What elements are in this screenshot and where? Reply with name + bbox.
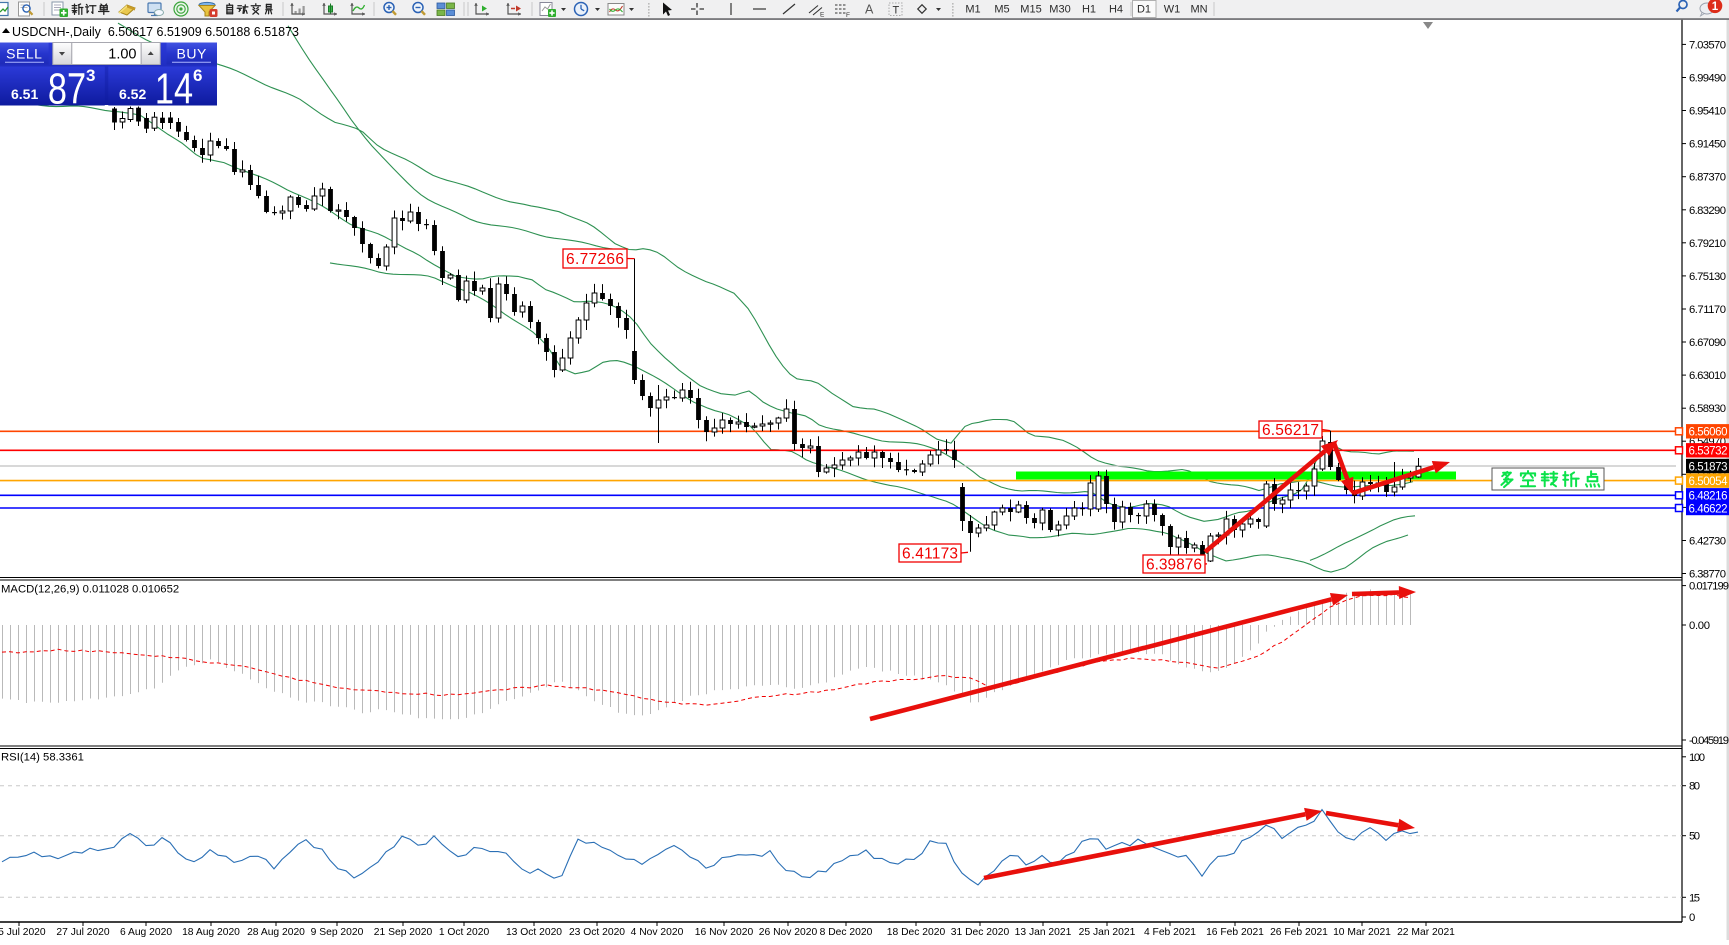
svg-text:6.50054: 6.50054 <box>1689 476 1729 488</box>
svg-text:6.58930: 6.58930 <box>1689 403 1726 415</box>
svg-text:6: 6 <box>193 66 202 85</box>
svg-text:6.46622: 6.46622 <box>1689 503 1728 515</box>
svg-text:6.42730: 6.42730 <box>1689 536 1726 548</box>
svg-text:1 Oct 2020: 1 Oct 2020 <box>439 927 490 938</box>
svg-text:6.56217: 6.56217 <box>1262 422 1319 439</box>
svg-text:18 Dec 2020: 18 Dec 2020 <box>887 927 946 938</box>
svg-text:28 Aug 2020: 28 Aug 2020 <box>247 927 305 938</box>
svg-text:M30: M30 <box>1049 4 1070 16</box>
svg-text:13 Jan 2021: 13 Jan 2021 <box>1015 927 1072 938</box>
svg-text:80: 80 <box>1689 781 1700 793</box>
svg-text:6.91450: 6.91450 <box>1689 139 1726 151</box>
svg-text:M5: M5 <box>994 4 1009 16</box>
svg-text:6.63010: 6.63010 <box>1689 370 1726 382</box>
svg-text:8 Dec 2020: 8 Dec 2020 <box>820 927 873 938</box>
svg-text:6.51: 6.51 <box>11 86 38 102</box>
svg-text:H1: H1 <box>1082 4 1096 16</box>
svg-text:6.56060: 6.56060 <box>1689 427 1728 439</box>
svg-text:0.017199: 0.017199 <box>1689 581 1729 593</box>
svg-text:87: 87 <box>48 64 86 113</box>
svg-text:6.77266: 6.77266 <box>566 251 624 268</box>
svg-text:15 Jul 2020: 15 Jul 2020 <box>0 927 46 938</box>
svg-text:D1: D1 <box>1137 4 1151 16</box>
svg-text:4 Feb 2021: 4 Feb 2021 <box>1144 927 1196 938</box>
svg-text:6.41173: 6.41173 <box>902 546 958 563</box>
svg-text:F: F <box>846 12 850 19</box>
svg-text:25 Jan 2021: 25 Jan 2021 <box>1079 927 1136 938</box>
svg-text:6.39876: 6.39876 <box>1146 557 1202 574</box>
svg-text:-0.045919: -0.045919 <box>1689 735 1729 747</box>
svg-text:6.71170: 6.71170 <box>1689 304 1726 316</box>
svg-text:6.99490: 6.99490 <box>1689 73 1726 85</box>
svg-text:26 Nov 2020: 26 Nov 2020 <box>759 927 818 938</box>
svg-text:M15: M15 <box>1020 4 1041 16</box>
svg-text:H4: H4 <box>1109 4 1123 16</box>
svg-text:26 Feb 2021: 26 Feb 2021 <box>1270 927 1328 938</box>
svg-text:W1: W1 <box>1164 4 1181 16</box>
svg-text:6.53732: 6.53732 <box>1689 446 1728 458</box>
svg-text:MACD(12,26,9) 0.011028 0.01065: MACD(12,26,9) 0.011028 0.010652 <box>1 584 179 596</box>
svg-text:A: A <box>865 3 874 17</box>
svg-text:23 Oct 2020: 23 Oct 2020 <box>569 927 625 938</box>
svg-text:15: 15 <box>1689 892 1700 904</box>
svg-text:50: 50 <box>1689 831 1700 843</box>
svg-text:16 Feb 2021: 16 Feb 2021 <box>1206 927 1264 938</box>
svg-text:7.03570: 7.03570 <box>1689 39 1726 51</box>
svg-text:6.38770: 6.38770 <box>1689 569 1726 581</box>
svg-text:3: 3 <box>86 66 95 85</box>
svg-text:M1: M1 <box>965 4 980 16</box>
svg-text:0: 0 <box>1689 912 1695 924</box>
svg-text:16 Nov 2020: 16 Nov 2020 <box>695 927 754 938</box>
svg-text:100: 100 <box>1689 752 1705 764</box>
svg-text:USDCNH-,Daily 6.50617 6.51909: USDCNH-,Daily 6.50617 6.51909 6.50188 6.… <box>12 25 299 39</box>
svg-text:27 Jul 2020: 27 Jul 2020 <box>56 927 110 938</box>
svg-text:SELL: SELL <box>6 46 42 62</box>
svg-text:6 Aug 2020: 6 Aug 2020 <box>120 927 172 938</box>
svg-text:T: T <box>893 5 900 17</box>
svg-text:6.87370: 6.87370 <box>1689 172 1726 184</box>
svg-text:13 Oct 2020: 13 Oct 2020 <box>506 927 562 938</box>
svg-text:6.51873: 6.51873 <box>1689 461 1728 473</box>
svg-text:6.79210: 6.79210 <box>1689 238 1726 250</box>
svg-text:22 Mar 2021: 22 Mar 2021 <box>1397 927 1455 938</box>
svg-text:BUY: BUY <box>177 46 207 62</box>
svg-text:21 Sep 2020: 21 Sep 2020 <box>374 927 433 938</box>
svg-text:6.67090: 6.67090 <box>1689 337 1726 349</box>
svg-text:1: 1 <box>1712 1 1719 13</box>
svg-text:6.52: 6.52 <box>119 86 146 102</box>
svg-text:1.00: 1.00 <box>108 47 136 63</box>
svg-text:E: E <box>820 12 825 19</box>
svg-text:RSI(14) 58.3361: RSI(14) 58.3361 <box>1 752 84 764</box>
svg-text:18 Aug 2020: 18 Aug 2020 <box>182 927 240 938</box>
svg-text:6.75130: 6.75130 <box>1689 271 1726 283</box>
svg-text:6.83290: 6.83290 <box>1689 205 1726 217</box>
svg-text:4 Nov 2020: 4 Nov 2020 <box>631 927 684 938</box>
svg-text:10 Mar 2021: 10 Mar 2021 <box>1333 927 1391 938</box>
svg-text:31 Dec 2020: 31 Dec 2020 <box>951 927 1010 938</box>
svg-text:9 Sep 2020: 9 Sep 2020 <box>311 927 364 938</box>
svg-text:14: 14 <box>155 64 193 113</box>
svg-text:0.00: 0.00 <box>1689 620 1710 632</box>
svg-text:6.95410: 6.95410 <box>1689 106 1726 118</box>
svg-text:MN: MN <box>1190 4 1207 16</box>
